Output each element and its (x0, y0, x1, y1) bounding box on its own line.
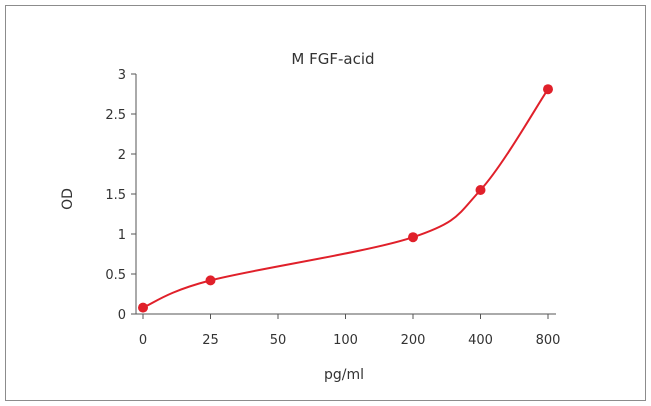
x-tick-label: 800 (536, 333, 561, 348)
y-tick-label: 2.5 (105, 108, 126, 123)
series-layer (138, 84, 553, 313)
y-axis-title: OD (60, 188, 76, 210)
x-tick-label: 25 (202, 333, 219, 348)
chart-svg: M FGF-acid OD pg/ml 0 0.5 1 1.5 2 2.5 3 0 25 50 10… (60, 50, 560, 383)
y-tick-label: 2 (118, 148, 126, 163)
y-tick-label: 3 (118, 68, 126, 83)
chart-frame: M FGF-acid OD pg/ml 0 0.5 1 1.5 2 2.5 3 0 25 50 10… (5, 5, 646, 401)
y-tick-label: 1.5 (105, 188, 126, 203)
x-tick-label: 0 (139, 333, 147, 348)
data-point (205, 275, 216, 286)
chart-title: M FGF-acid (291, 50, 374, 68)
data-point (138, 302, 148, 313)
x-tick-label: 200 (401, 333, 426, 348)
y-tick-label: 1 (118, 228, 126, 243)
y-tick-label: 0.5 (105, 268, 126, 283)
data-point (475, 185, 486, 195)
x-tick-label: 50 (270, 333, 287, 348)
data-point (408, 232, 418, 243)
y-tick-label: 0 (118, 308, 126, 323)
x-tick-label: 100 (333, 333, 358, 348)
x-tick-label: 400 (468, 333, 493, 348)
series-line (142, 88, 549, 309)
data-point (543, 84, 553, 95)
axes: 0 0.5 1 1.5 2 2.5 3 0 25 50 100 200 400 800 (105, 68, 560, 348)
x-axis-title: pg/ml (324, 367, 364, 383)
